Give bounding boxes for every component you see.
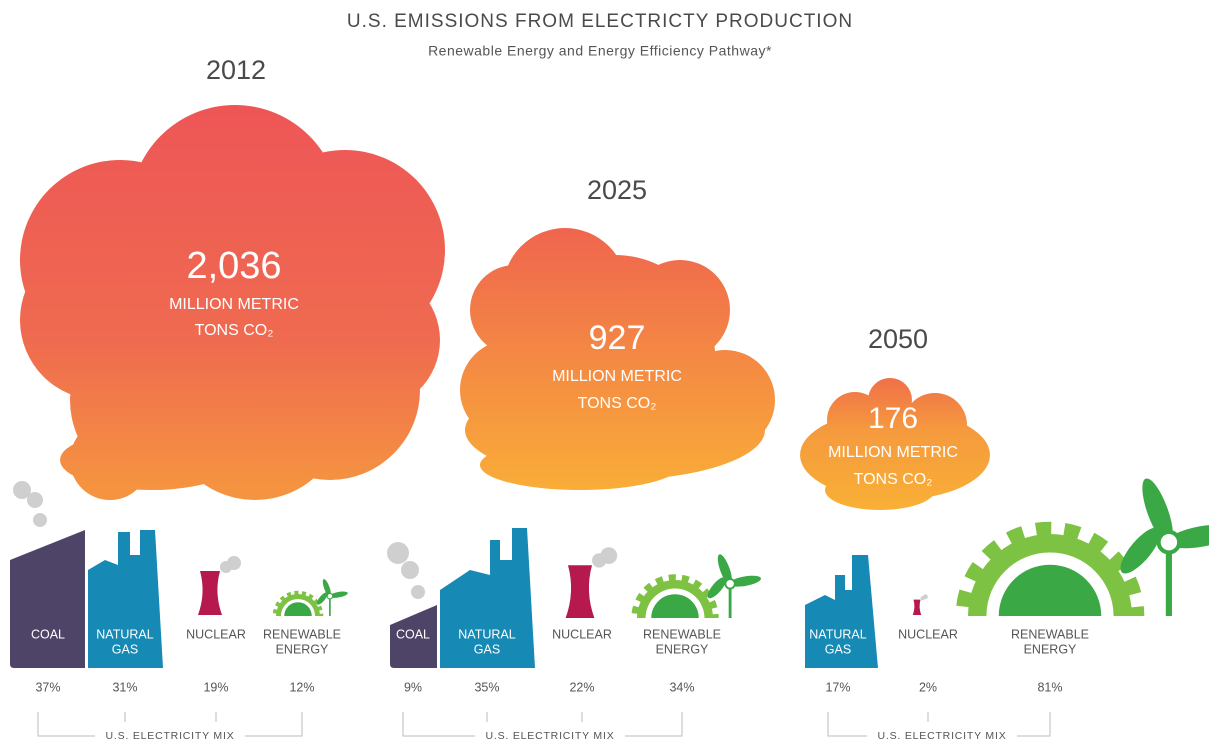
source-label: GAS — [474, 642, 500, 656]
share: 37% — [35, 680, 60, 694]
subtitle: Renewable Energy and Energy Efficiency P… — [428, 43, 772, 59]
unit: TONS CO₂ — [854, 471, 933, 488]
year: 2012 — [206, 55, 266, 85]
mix-label: U.S. ELECTRICITY MIX — [106, 730, 235, 742]
year: 2025 — [587, 175, 647, 205]
icons — [805, 475, 1209, 698]
unit: MILLION METRIC — [828, 444, 958, 461]
source-label: RENEWABLE — [263, 627, 341, 641]
emissions: 927 — [589, 319, 646, 357]
source-label: ENERGY — [1024, 642, 1077, 656]
source-label: COAL — [396, 627, 430, 641]
icons — [387, 528, 762, 668]
unit: MILLION METRIC — [552, 368, 682, 385]
share: 31% — [112, 680, 137, 694]
cloud — [460, 228, 775, 490]
share: 17% — [825, 680, 850, 694]
share: 22% — [569, 680, 594, 694]
source-label: NUCLEAR — [552, 627, 612, 641]
share: 9% — [404, 680, 422, 694]
share: 35% — [474, 680, 499, 694]
year: 2050 — [868, 324, 928, 354]
source-label: NATURAL — [809, 627, 866, 641]
source-label: NUCLEAR — [898, 627, 958, 641]
source-label: ENERGY — [656, 642, 709, 656]
source-label: NATURAL — [458, 627, 515, 641]
share: 12% — [289, 680, 314, 694]
source-label: GAS — [825, 642, 851, 656]
emissions: 2,036 — [186, 245, 281, 287]
share: 19% — [203, 680, 228, 694]
share: 2% — [919, 680, 937, 694]
emissions: 176 — [868, 402, 918, 435]
unit: TONS CO₂ — [578, 395, 657, 412]
source-label: GAS — [112, 642, 138, 656]
source-label: NATURAL — [96, 627, 153, 641]
share: 81% — [1037, 680, 1062, 694]
source-label: ENERGY — [276, 642, 329, 656]
mix-label: U.S. ELECTRICITY MIX — [486, 730, 615, 742]
source-label: NUCLEAR — [186, 627, 246, 641]
bracket — [827, 712, 1051, 737]
title: U.S. EMISSIONS FROM ELECTRICTY PRODUCTIO… — [347, 11, 853, 32]
cloud — [20, 105, 445, 500]
bracket — [402, 712, 683, 737]
source-label: COAL — [31, 627, 65, 641]
source-label: RENEWABLE — [643, 627, 721, 641]
mix-label: U.S. ELECTRICITY MIX — [878, 730, 1007, 742]
unit: TONS CO₂ — [195, 322, 274, 339]
icons — [10, 481, 348, 668]
bracket — [37, 712, 303, 737]
source-label: RENEWABLE — [1011, 627, 1089, 641]
unit: MILLION METRIC — [169, 296, 299, 313]
cloud — [800, 378, 990, 510]
share: 34% — [669, 680, 694, 694]
